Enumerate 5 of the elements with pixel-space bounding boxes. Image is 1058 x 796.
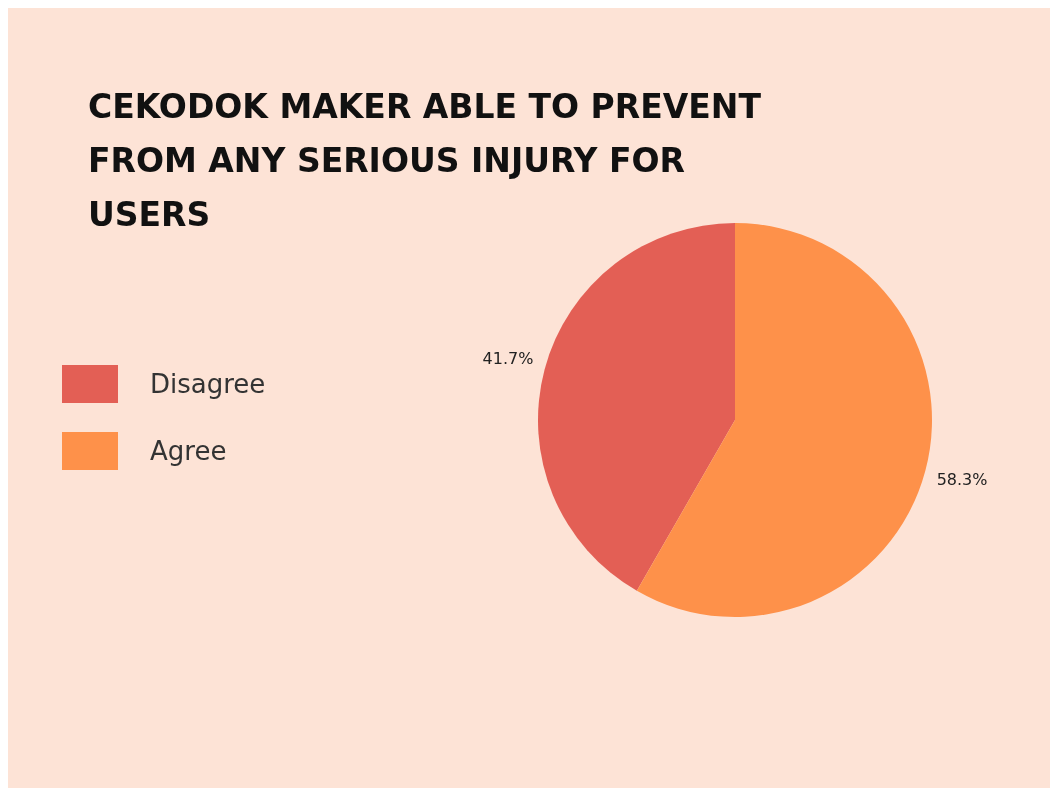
data-label: 58.3% [936, 469, 988, 489]
legend-label: Agree [150, 436, 227, 466]
legend-label: Disagree [150, 369, 266, 399]
data-label: 41.7% [482, 348, 534, 368]
chart-title: CEKODOK MAKER ABLE TO PREVENT FROM ANY SERIOUS INJURY FOR USERS [88, 86, 762, 236]
